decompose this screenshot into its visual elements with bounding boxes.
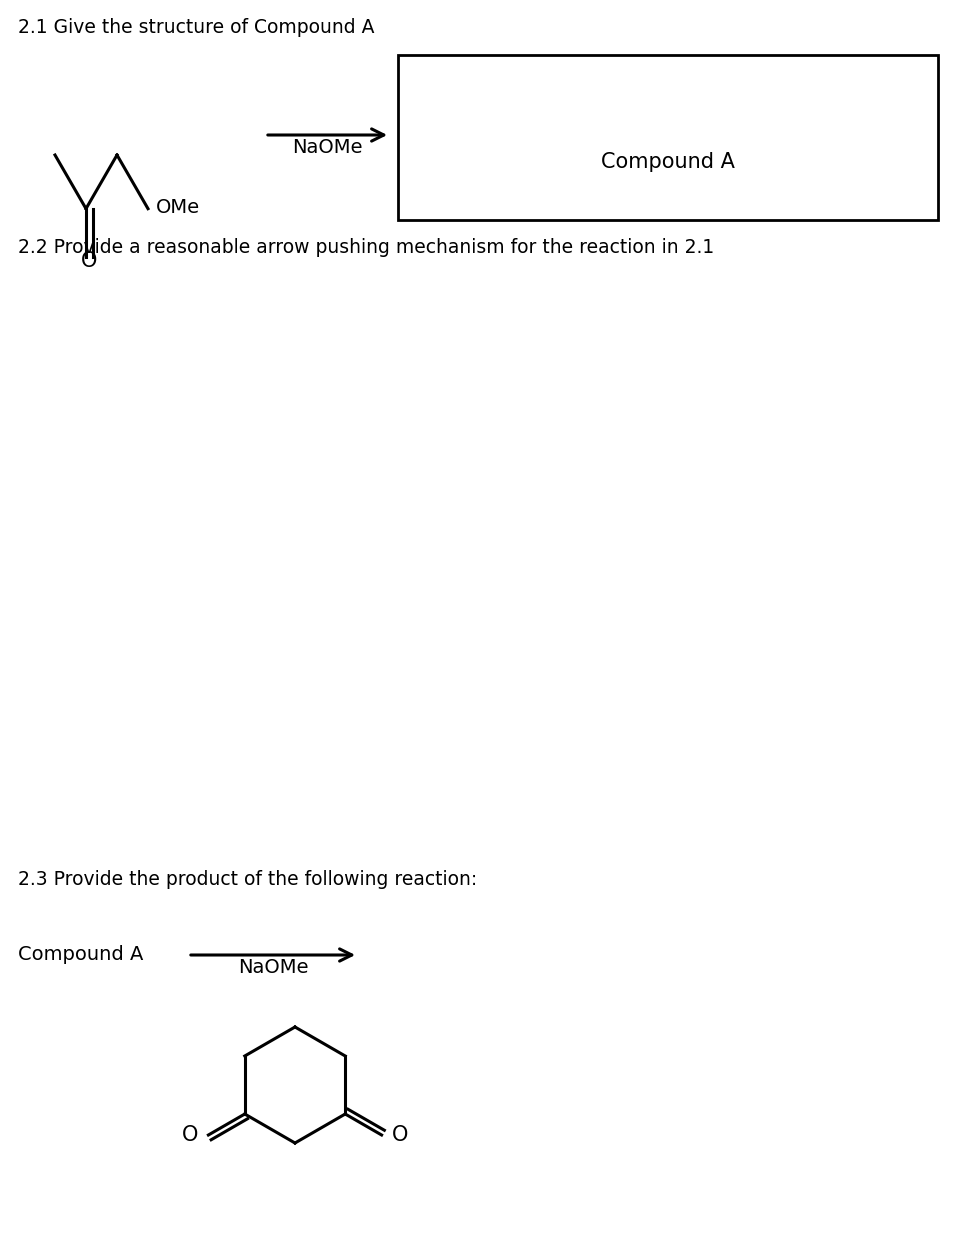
Text: 2.3 Provide the product of the following reaction:: 2.3 Provide the product of the following…: [18, 870, 477, 889]
Text: OMe: OMe: [156, 198, 200, 216]
Text: O: O: [82, 251, 98, 271]
Text: NaOMe: NaOMe: [237, 958, 308, 978]
Text: NaOMe: NaOMe: [291, 138, 362, 158]
Text: Compound A: Compound A: [18, 945, 143, 965]
Text: 2.1 Give the structure of Compound A: 2.1 Give the structure of Compound A: [18, 18, 374, 38]
Text: 2.2 Provide a reasonable arrow pushing mechanism for the reaction in 2.1: 2.2 Provide a reasonable arrow pushing m…: [18, 238, 713, 258]
Text: Compound A: Compound A: [601, 152, 734, 173]
Text: O: O: [182, 1125, 198, 1145]
Bar: [398, 55, 937, 220]
Text: O: O: [391, 1125, 407, 1145]
